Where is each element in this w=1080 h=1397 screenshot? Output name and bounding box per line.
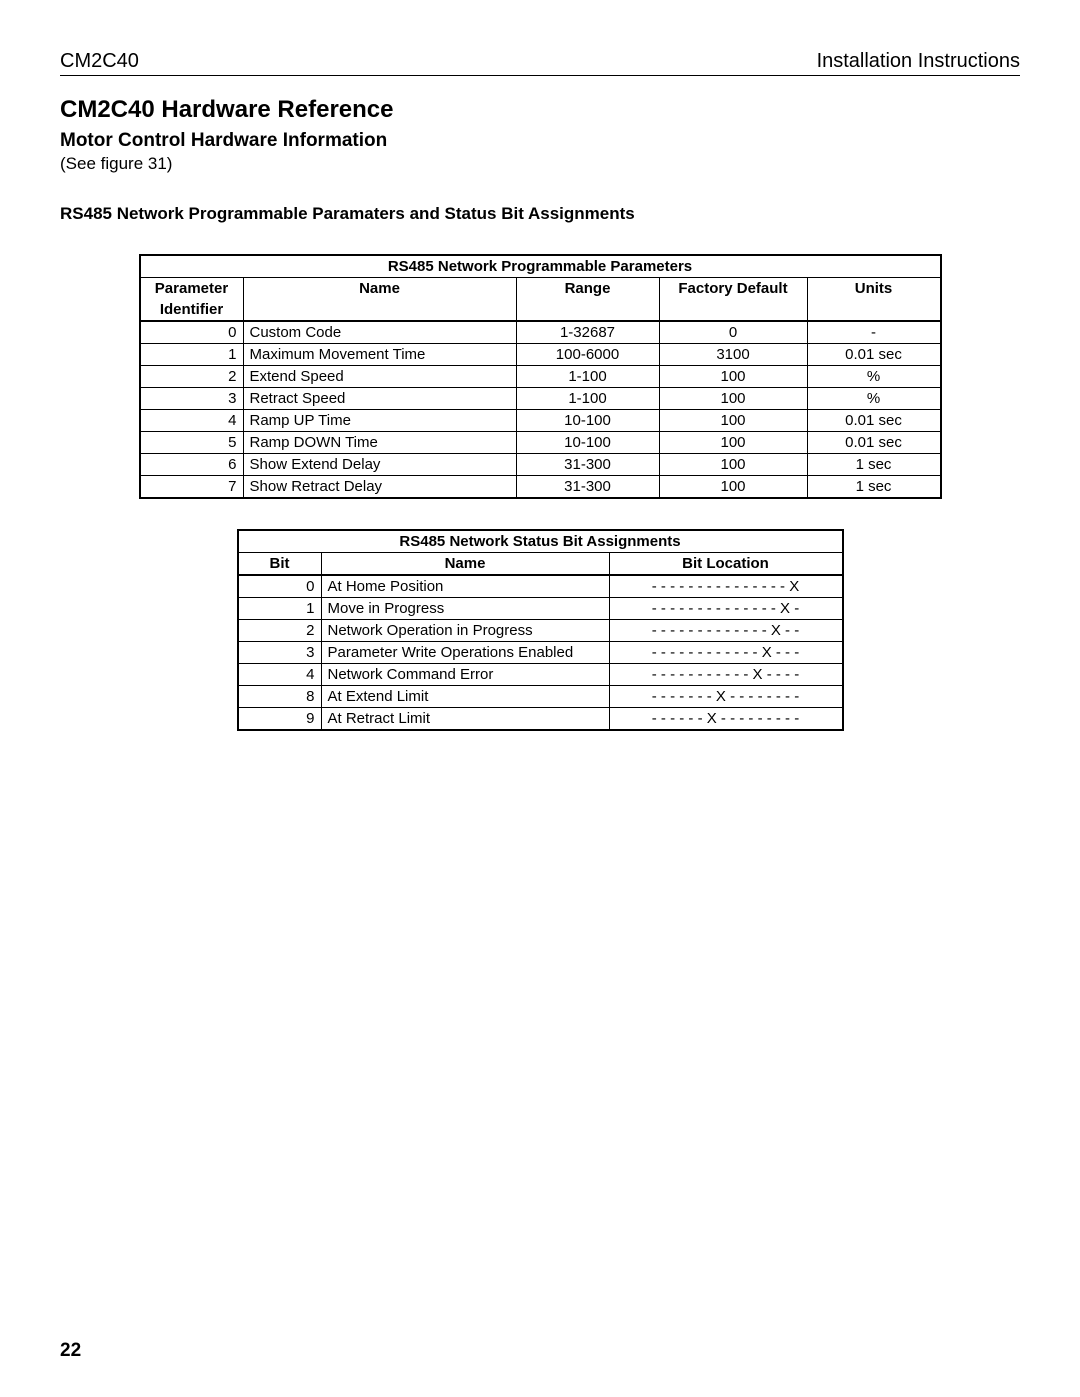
cell: At Retract Limit [321, 708, 609, 731]
cell: - - - - - - - - - - - - - - X - [609, 598, 843, 620]
cell: Show Retract Delay [243, 476, 516, 499]
cell: 100 [659, 388, 807, 410]
table-row: 6Show Extend Delay31-3001001 sec [140, 454, 941, 476]
page-header: CM2C40 Installation Instructions [60, 50, 1020, 76]
table1-title: RS485 Network Programmable Parameters [140, 255, 941, 278]
col-bit: Bit [238, 553, 322, 576]
col-bit-location: Bit Location [609, 553, 843, 576]
table-row: 4Network Command Error- - - - - - - - - … [238, 664, 843, 686]
cell: Retract Speed [243, 388, 516, 410]
cell: At Home Position [321, 575, 609, 598]
cell: 100 [659, 454, 807, 476]
cell: % [807, 388, 941, 410]
cell: 7 [140, 476, 244, 499]
cell: 100 [659, 476, 807, 499]
cell: 3 [238, 642, 322, 664]
table-row: 0At Home Position- - - - - - - - - - - -… [238, 575, 843, 598]
cell: 100 [659, 432, 807, 454]
cell: 10-100 [516, 410, 659, 432]
cell: Ramp DOWN Time [243, 432, 516, 454]
cell: 0 [140, 321, 244, 344]
page-number: 22 [60, 1340, 81, 1362]
cell: 31-300 [516, 476, 659, 499]
col-param-id-1: Parameter [140, 278, 244, 300]
cell: 1-32687 [516, 321, 659, 344]
cell: 0.01 sec [807, 344, 941, 366]
table-row: 2Extend Speed1-100100% [140, 366, 941, 388]
table-row: 7Show Retract Delay31-3001001 sec [140, 476, 941, 499]
cell: 4 [140, 410, 244, 432]
table-row: 1Maximum Movement Time100-600031000.01 s… [140, 344, 941, 366]
cell: 0 [659, 321, 807, 344]
cell: 2 [140, 366, 244, 388]
cell: - - - - - - X - - - - - - - - - [609, 708, 843, 731]
cell: 6 [140, 454, 244, 476]
table-row: 3Retract Speed1-100100% [140, 388, 941, 410]
cell: 1-100 [516, 366, 659, 388]
cell: 3100 [659, 344, 807, 366]
status-bits-table: RS485 Network Status Bit Assignments Bit… [237, 529, 844, 731]
cell: 0.01 sec [807, 410, 941, 432]
cell: Parameter Write Operations Enabled [321, 642, 609, 664]
cell: - - - - - - - - - - - - - - - X [609, 575, 843, 598]
cell: 100 [659, 410, 807, 432]
cell: 0.01 sec [807, 432, 941, 454]
cell: - - - - - - - X - - - - - - - - [609, 686, 843, 708]
cell: 3 [140, 388, 244, 410]
page-title: CM2C40 Hardware Reference [60, 96, 1020, 124]
cell: 1 sec [807, 454, 941, 476]
cell: 31-300 [516, 454, 659, 476]
cell: 1 [238, 598, 322, 620]
cell: 10-100 [516, 432, 659, 454]
cell: - - - - - - - - - - - X - - - - [609, 664, 843, 686]
cell: Network Operation in Progress [321, 620, 609, 642]
col-default: Factory Default [659, 278, 807, 322]
cell: - - - - - - - - - - - - - X - - [609, 620, 843, 642]
cell: 1 [140, 344, 244, 366]
table-row: 1Move in Progress- - - - - - - - - - - -… [238, 598, 843, 620]
figure-note: (See figure 31) [60, 154, 1020, 174]
table-row: 5Ramp DOWN Time10-1001000.01 sec [140, 432, 941, 454]
cell: - - - - - - - - - - - - X - - - [609, 642, 843, 664]
cell: 9 [238, 708, 322, 731]
cell: Ramp UP Time [243, 410, 516, 432]
table-row: 4Ramp UP Time10-1001000.01 sec [140, 410, 941, 432]
cell: 100 [659, 366, 807, 388]
table-row: 3Parameter Write Operations Enabled- - -… [238, 642, 843, 664]
cell: 100-6000 [516, 344, 659, 366]
section-heading: RS485 Network Programmable Paramaters an… [60, 204, 1020, 224]
col-range: Range [516, 278, 659, 322]
table2-title: RS485 Network Status Bit Assignments [238, 530, 843, 553]
cell: Extend Speed [243, 366, 516, 388]
cell: At Extend Limit [321, 686, 609, 708]
col-units: Units [807, 278, 941, 322]
cell: 1 sec [807, 476, 941, 499]
col-param-id-2: Identifier [140, 299, 244, 321]
cell: Show Extend Delay [243, 454, 516, 476]
cell: 2 [238, 620, 322, 642]
cell: 4 [238, 664, 322, 686]
cell: - [807, 321, 941, 344]
cell: Network Command Error [321, 664, 609, 686]
table-row: 0Custom Code1-326870- [140, 321, 941, 344]
header-right: Installation Instructions [817, 50, 1020, 73]
table-row: 9At Retract Limit- - - - - - X - - - - -… [238, 708, 843, 731]
col-name: Name [243, 278, 516, 322]
cell: % [807, 366, 941, 388]
cell: Move in Progress [321, 598, 609, 620]
cell: 0 [238, 575, 322, 598]
table-row: 2Network Operation in Progress- - - - - … [238, 620, 843, 642]
cell: Custom Code [243, 321, 516, 344]
page-subtitle: Motor Control Hardware Information [60, 130, 1020, 152]
cell: 1-100 [516, 388, 659, 410]
cell: Maximum Movement Time [243, 344, 516, 366]
cell: 5 [140, 432, 244, 454]
table-row: 8At Extend Limit- - - - - - - X - - - - … [238, 686, 843, 708]
cell: 8 [238, 686, 322, 708]
header-left: CM2C40 [60, 50, 139, 73]
parameters-table: RS485 Network Programmable Parameters Pa… [139, 254, 942, 499]
col-bit-name: Name [321, 553, 609, 576]
